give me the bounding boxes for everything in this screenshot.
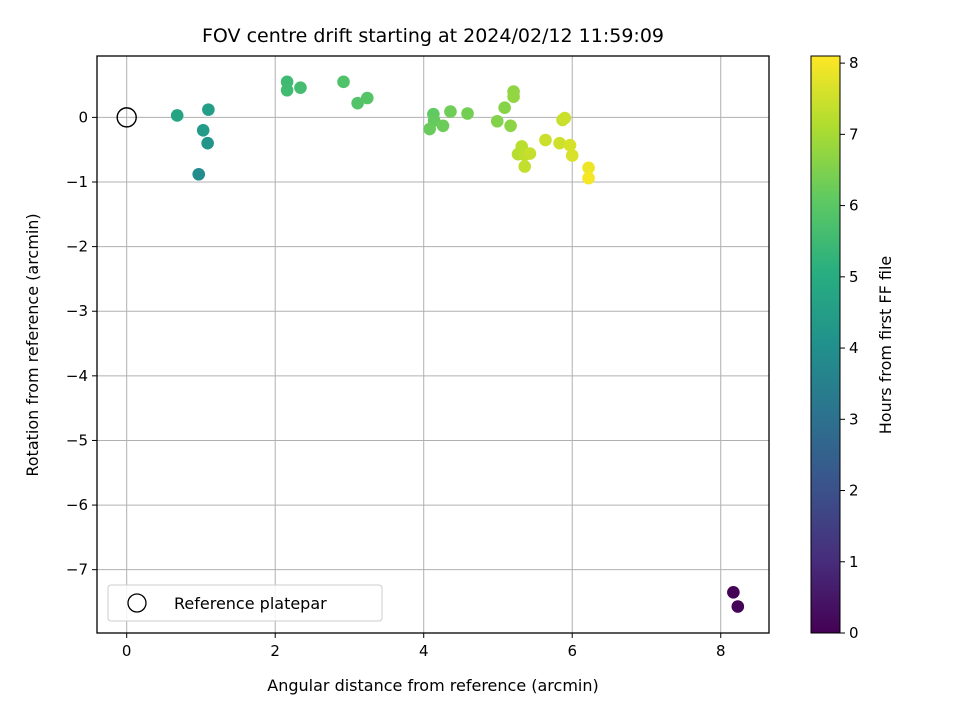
colorbar-tick-label: 6 bbox=[849, 197, 859, 215]
x-tick-label: 4 bbox=[419, 642, 429, 660]
y-axis-ticks: 0 −1 −2 −3 −4 −5 −6 −7 bbox=[66, 108, 97, 579]
colorbar-frame bbox=[810, 55, 841, 634]
x-tick-label: 6 bbox=[567, 642, 577, 660]
x-axis-ticks: 0 2 4 6 8 bbox=[122, 633, 726, 660]
y-tick-label: 0 bbox=[78, 108, 88, 126]
data-point bbox=[461, 107, 474, 120]
data-point bbox=[202, 103, 215, 116]
colorbar-tick-label: 0 bbox=[849, 624, 859, 642]
colorbar-tick-label: 5 bbox=[849, 268, 859, 286]
data-point bbox=[351, 96, 364, 110]
colorbar-ticks: 0 1 2 3 4 5 6 7 8 bbox=[840, 54, 859, 642]
data-point bbox=[565, 149, 579, 162]
y-tick-label: −5 bbox=[66, 431, 88, 449]
legend-reference-marker bbox=[127, 593, 147, 613]
data-point bbox=[201, 136, 214, 150]
plot-frame bbox=[96, 55, 770, 634]
data-point bbox=[553, 136, 566, 150]
data-point bbox=[523, 147, 537, 160]
data-point bbox=[498, 101, 511, 114]
data-point bbox=[436, 119, 450, 133]
data-point bbox=[731, 600, 745, 613]
data-point bbox=[196, 124, 210, 137]
data-point bbox=[444, 105, 457, 118]
y-tick-label: −2 bbox=[66, 238, 88, 256]
x-tick-label: 2 bbox=[270, 642, 280, 660]
data-point bbox=[280, 83, 294, 97]
data-point bbox=[582, 171, 595, 185]
data-point bbox=[423, 122, 436, 136]
data-point bbox=[558, 111, 572, 125]
colorbar-label: Hours from first FF file bbox=[876, 256, 895, 435]
data-point bbox=[582, 161, 595, 175]
colorbar-gradient bbox=[811, 56, 840, 633]
y-tick-label: −7 bbox=[66, 561, 88, 579]
colorbar-tick-label: 1 bbox=[849, 553, 859, 571]
colorbar: 0 1 2 3 4 5 6 7 8 Hours from first FF file bbox=[810, 54, 895, 642]
reference-marker-group bbox=[116, 107, 137, 128]
data-points bbox=[170, 75, 745, 613]
colorbar-tick-label: 7 bbox=[849, 125, 859, 143]
data-point bbox=[360, 91, 374, 105]
grid-lines bbox=[97, 56, 769, 633]
legend-label-reference: Reference platepar bbox=[174, 594, 327, 613]
reference-marker bbox=[116, 107, 137, 128]
data-point bbox=[518, 160, 532, 173]
data-point bbox=[337, 75, 350, 89]
y-tick-label: −1 bbox=[66, 173, 88, 191]
y-tick-label: −3 bbox=[66, 302, 88, 320]
colorbar-tick-label: 3 bbox=[849, 410, 859, 428]
data-point bbox=[727, 585, 740, 599]
x-tick-label: 0 bbox=[122, 642, 132, 660]
x-tick-label: 8 bbox=[716, 642, 726, 660]
y-tick-label: −4 bbox=[66, 367, 88, 385]
chart-title: FOV centre drift starting at 2024/02/12 … bbox=[202, 25, 664, 47]
legend-box bbox=[107, 584, 383, 622]
data-point bbox=[504, 119, 517, 133]
colorbar-tick-label: 8 bbox=[849, 54, 859, 72]
y-axis-label: Rotation from reference (arcmin) bbox=[23, 213, 42, 476]
data-point bbox=[507, 90, 520, 104]
data-point bbox=[490, 114, 504, 128]
data-point bbox=[563, 138, 577, 152]
data-point bbox=[192, 167, 206, 181]
legend: Reference platepar bbox=[107, 584, 383, 622]
y-tick-label: −6 bbox=[66, 496, 88, 514]
x-axis-label: Angular distance from reference (arcmin) bbox=[267, 676, 598, 695]
data-point bbox=[294, 81, 307, 94]
colorbar-tick-label: 2 bbox=[849, 482, 859, 500]
data-point bbox=[170, 109, 184, 122]
colorbar-tick-label: 4 bbox=[849, 339, 859, 357]
data-point bbox=[539, 133, 552, 147]
